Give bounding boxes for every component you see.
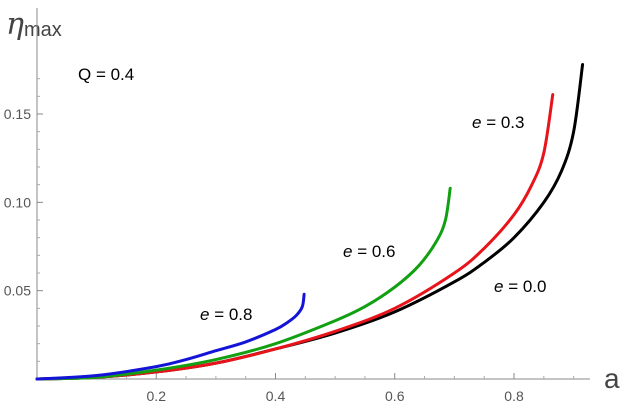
label-e-0.0: e = 0.0 [494, 277, 546, 296]
y-tick-label: 0.10 [4, 194, 31, 210]
ticks: 0.2 0.4 0.6 0.8 0.05 0.10 0.15 [4, 78, 575, 404]
y-axis-title: ηmax [6, 7, 62, 42]
q-annotation: Q = 0.4 [78, 65, 134, 84]
x-tick-label: 0.8 [504, 388, 524, 404]
series-line-e=0.6 [35, 186, 452, 381]
label-e-0.3: e = 0.3 [472, 113, 524, 132]
y-tick-label: 0.15 [4, 106, 31, 122]
series-line-e=0.8 [35, 292, 306, 381]
y-axis-subscript: max [24, 19, 62, 41]
x-tick-label: 0.4 [266, 388, 286, 404]
label-e-0.6: e = 0.6 [343, 242, 395, 261]
series-line-e=0.3 [35, 93, 555, 381]
y-tick-label: 0.05 [4, 283, 31, 299]
x-tick-label: 0.6 [385, 388, 405, 404]
x-tick-label: 0.2 [147, 388, 167, 404]
y-axis-symbol: η [6, 7, 24, 42]
x-axis-title: a [604, 363, 620, 394]
series-group [35, 63, 585, 381]
label-e-0.8: e = 0.8 [200, 305, 252, 324]
